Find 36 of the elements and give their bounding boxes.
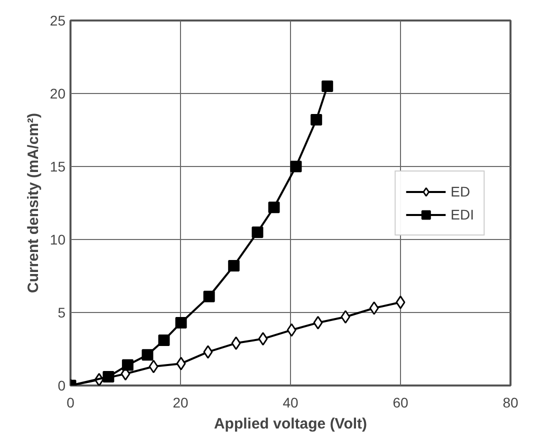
point (203, 345, 213, 359)
point (252, 226, 264, 238)
y-axis-title: Current density (mA/cm²) (24, 112, 42, 294)
x-tick-label: 40 (282, 394, 298, 410)
x-tick-label: 60 (392, 394, 408, 410)
y-tick-label: 15 (50, 158, 66, 174)
point (175, 316, 187, 328)
point (268, 202, 280, 214)
point (286, 323, 296, 337)
point (231, 336, 241, 350)
y-tick-label: 25 (50, 12, 66, 28)
point (258, 332, 268, 346)
point (142, 349, 154, 361)
point (313, 316, 323, 330)
x-tick-label: 80 (502, 394, 518, 410)
y-tick-label: 10 (50, 232, 66, 248)
y-tick-label: 0 (58, 378, 66, 394)
point (396, 296, 406, 310)
legend-label: ED (450, 183, 471, 199)
y-tick-label: 20 (50, 86, 66, 102)
legend-label: EDI (450, 206, 474, 222)
point (228, 260, 240, 272)
point (310, 114, 322, 126)
point (148, 360, 158, 374)
point (369, 301, 379, 315)
point (322, 80, 334, 92)
point (340, 310, 350, 324)
point (122, 359, 134, 371)
point (290, 160, 302, 172)
point (203, 290, 215, 302)
point (176, 356, 186, 370)
point (158, 334, 170, 346)
x-tick-label: 20 (172, 394, 188, 410)
point (102, 370, 114, 382)
y-tick-label: 5 (58, 304, 66, 320)
x-axis-title: Applied voltage (Volt) (214, 416, 368, 432)
